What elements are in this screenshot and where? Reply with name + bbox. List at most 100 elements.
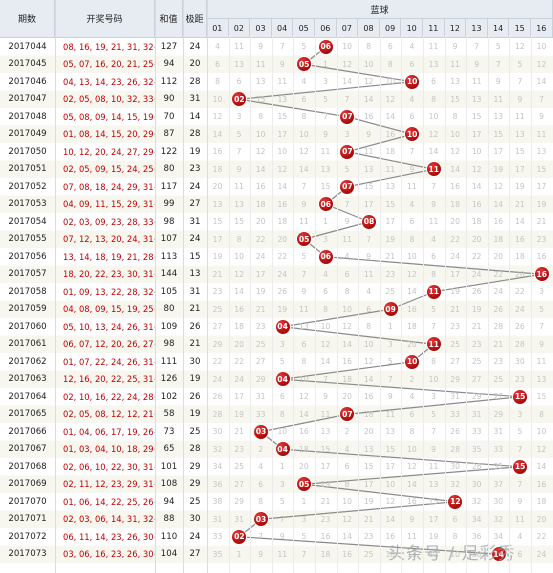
miss-count: 9 bbox=[474, 59, 480, 69]
winning-numbers-cell: 02, 10, 16, 22, 24, 28+15 bbox=[55, 388, 155, 406]
miss-count: 3 bbox=[431, 392, 436, 401]
blue-column-header: 10 bbox=[401, 19, 423, 38]
sum-cell: 109 bbox=[160, 321, 178, 332]
miss-count: 18 bbox=[471, 217, 482, 226]
miss-count: 12 bbox=[320, 339, 331, 349]
red-numbers: 07, 08, 18, 24, 29, 31 bbox=[63, 181, 154, 192]
miss-count: 14 bbox=[234, 287, 244, 296]
miss-count: 14 bbox=[212, 129, 223, 139]
miss-count: 4 bbox=[517, 532, 523, 541]
blue-number: +03 bbox=[154, 514, 155, 524]
winning-numbers-cell: 02, 06, 10, 22, 30, 31+15 bbox=[55, 458, 155, 476]
miss-count: 26 bbox=[493, 304, 504, 314]
miss-count: 18 bbox=[385, 147, 396, 156]
miss-count: 4 bbox=[323, 269, 328, 279]
miss-count: 21 bbox=[320, 497, 331, 506]
miss-count: 37 bbox=[493, 479, 504, 489]
miss-count: 3 bbox=[301, 514, 307, 524]
miss-count: 13 bbox=[515, 129, 525, 139]
winning-numbers-cell: 10, 12, 20, 24, 27, 29+07 bbox=[55, 143, 155, 161]
sum-cell: 126 bbox=[160, 374, 178, 385]
miss-count: 34 bbox=[471, 514, 482, 524]
span-cell: 25 bbox=[189, 426, 201, 437]
blue-ball-marker: 14 bbox=[491, 547, 506, 562]
column-divider bbox=[183, 0, 184, 573]
miss-count: 14 bbox=[255, 164, 266, 174]
miss-count: 19 bbox=[212, 252, 223, 261]
red-numbers: 05, 10, 13, 24, 26, 31 bbox=[63, 321, 154, 332]
miss-count: 12 bbox=[407, 269, 417, 279]
miss-count: 10 bbox=[363, 59, 374, 69]
miss-count: 8 bbox=[344, 287, 350, 296]
period-cell: 2017055 bbox=[8, 234, 47, 245]
miss-count: 4 bbox=[215, 42, 220, 51]
miss-count: 12 bbox=[299, 147, 309, 156]
miss-count: 17 bbox=[363, 479, 374, 489]
blue-number: +09 bbox=[154, 304, 155, 314]
span-cell: 19 bbox=[189, 374, 201, 385]
miss-count: 11 bbox=[277, 77, 288, 86]
miss-count: 1 bbox=[236, 549, 242, 559]
miss-count: 16 bbox=[212, 147, 223, 156]
miss-count: 23 bbox=[212, 287, 223, 296]
miss-count: 26 bbox=[212, 392, 223, 401]
red-numbers: 02, 05, 09, 15, 24, 25 bbox=[63, 164, 154, 175]
winning-numbers-cell: 05, 08, 09, 14, 15, 19+07 bbox=[55, 108, 155, 126]
miss-count: 15 bbox=[450, 94, 460, 104]
miss-count: 15 bbox=[536, 392, 547, 401]
miss-count: 21 bbox=[363, 514, 374, 524]
red-numbers: 01, 04, 06, 17, 19, 26 bbox=[63, 426, 154, 437]
miss-count: 19 bbox=[363, 497, 374, 506]
miss-count: 11 bbox=[234, 42, 244, 51]
period-cell: 2017054 bbox=[8, 216, 47, 227]
miss-count: 17 bbox=[450, 269, 460, 279]
blue-ball-marker: 11 bbox=[426, 162, 441, 177]
miss-count: 16 bbox=[363, 392, 374, 401]
miss-count: 25 bbox=[212, 304, 223, 314]
miss-count: 22 bbox=[515, 287, 525, 296]
blue-number: +06 bbox=[154, 42, 155, 52]
sum-cell: 104 bbox=[160, 549, 178, 560]
miss-count: 8 bbox=[215, 77, 220, 86]
miss-count: 3 bbox=[344, 129, 350, 139]
miss-count: 9 bbox=[279, 532, 285, 541]
miss-count: 7 bbox=[517, 479, 523, 489]
miss-count: 11 bbox=[428, 462, 439, 471]
miss-count: 36 bbox=[212, 479, 223, 489]
miss-count: 15 bbox=[320, 182, 331, 191]
miss-count: 20 bbox=[277, 234, 288, 244]
period-cell: 2017045 bbox=[8, 59, 47, 70]
sum-cell: 127 bbox=[160, 41, 178, 52]
miss-count: 6 bbox=[452, 514, 458, 524]
miss-count: 7 bbox=[366, 234, 372, 244]
miss-count: 20 bbox=[536, 514, 547, 524]
blue-ball-marker: 05 bbox=[297, 477, 312, 492]
miss-count: 11 bbox=[536, 129, 547, 139]
miss-count: 8 bbox=[323, 304, 328, 314]
miss-count: 23 bbox=[255, 322, 266, 331]
miss-count: 12 bbox=[471, 164, 482, 174]
miss-count: 9 bbox=[323, 129, 328, 139]
miss-count: 20 bbox=[363, 427, 374, 436]
blue-ball-marker: 03 bbox=[254, 424, 268, 439]
miss-count: 12 bbox=[234, 269, 244, 279]
winning-numbers-cell: 13, 14, 18, 19, 21, 28+06 bbox=[55, 248, 155, 266]
winning-numbers-cell: 08, 16, 19, 21, 31, 32+06 bbox=[55, 38, 155, 56]
miss-count: 11 bbox=[234, 182, 244, 191]
blue-column-header: 07 bbox=[336, 19, 359, 38]
miss-count: 12 bbox=[428, 549, 439, 559]
miss-count: 21 bbox=[536, 217, 547, 226]
miss-count: 26 bbox=[450, 427, 460, 436]
period-cell: 2017057 bbox=[8, 269, 47, 280]
miss-count: 12 bbox=[342, 322, 352, 331]
miss-count: 7 bbox=[431, 427, 436, 436]
winning-numbers-cell: 05, 07, 16, 20, 21, 25+05 bbox=[55, 56, 155, 74]
miss-count: 29 bbox=[450, 374, 460, 384]
miss-count: 8 bbox=[258, 497, 264, 506]
miss-count: 31 bbox=[255, 392, 266, 401]
miss-count: 9 bbox=[539, 112, 544, 121]
miss-count: 16 bbox=[342, 549, 352, 559]
red-numbers: 02, 06, 10, 22, 30, 31 bbox=[63, 461, 154, 472]
miss-count: 19 bbox=[536, 199, 547, 209]
winning-numbers-cell: 02, 05, 09, 15, 24, 25+11 bbox=[55, 161, 155, 179]
